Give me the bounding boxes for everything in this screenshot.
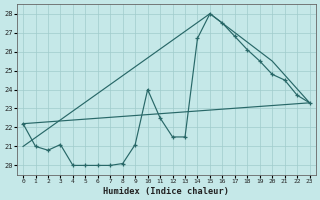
X-axis label: Humidex (Indice chaleur): Humidex (Indice chaleur) bbox=[103, 187, 229, 196]
